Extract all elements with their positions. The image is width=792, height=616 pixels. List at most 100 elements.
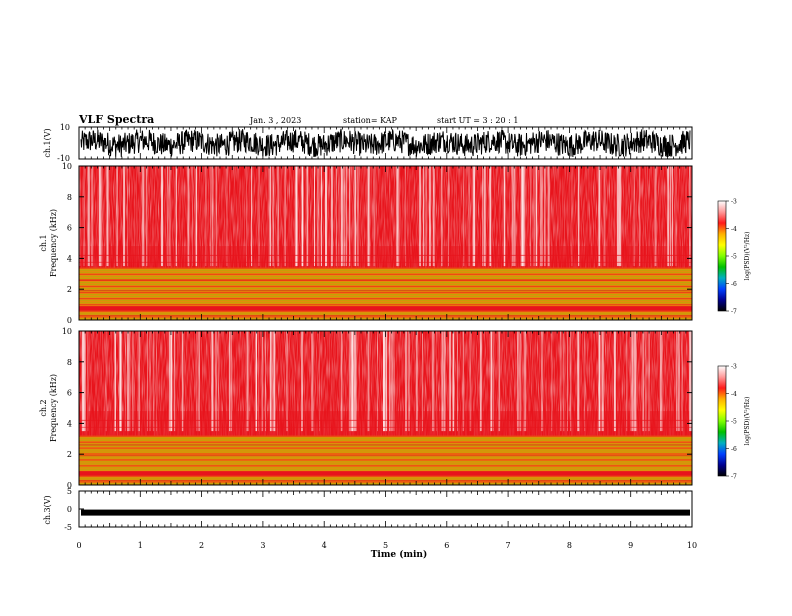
spectrogram-streak bbox=[116, 166, 118, 267]
spectrogram-streak bbox=[620, 166, 622, 267]
ytick-label: 6 bbox=[67, 224, 72, 233]
spectrogram-streak bbox=[143, 166, 145, 267]
spectrogram-streak bbox=[520, 166, 523, 267]
spectrogram-streak bbox=[383, 331, 385, 432]
spectrogram-streak bbox=[513, 166, 515, 267]
colorbar-tick-label: -7 bbox=[731, 309, 737, 316]
spectrogram-streak bbox=[523, 166, 526, 267]
ch1-colorbar-label: log(PSD)(V²/Hz) bbox=[744, 232, 751, 281]
xtick-label: 0 bbox=[76, 541, 81, 550]
spectrogram-streak bbox=[504, 166, 506, 267]
spectrogram-streak bbox=[571, 166, 573, 267]
spectrogram-strong-line bbox=[79, 273, 692, 275]
spectrogram-strong-line bbox=[79, 304, 692, 306]
spectrogram-streak bbox=[391, 331, 393, 432]
spectrogram-streak bbox=[618, 166, 620, 267]
ch1-ytick-top: 10 bbox=[60, 123, 70, 132]
colorbar-tick-label: -4 bbox=[731, 391, 737, 398]
spectrogram-streak bbox=[349, 166, 351, 267]
xtick-label: 7 bbox=[506, 541, 511, 550]
spectrogram-streak bbox=[147, 331, 148, 432]
spectrogram-streak bbox=[392, 331, 394, 432]
ytick-label: 2 bbox=[67, 285, 72, 294]
spectrogram-streak bbox=[598, 331, 600, 432]
spectrogram-streak bbox=[170, 331, 173, 432]
spectrogram-streak bbox=[301, 166, 304, 267]
spectrogram-streak bbox=[630, 331, 631, 432]
spectrogram-streak bbox=[415, 331, 418, 432]
spectrogram-streak bbox=[639, 166, 641, 267]
spectrogram-streak bbox=[161, 166, 163, 267]
spectrogram-streak bbox=[634, 331, 637, 432]
spectrogram-strong-line bbox=[79, 445, 692, 447]
spectrogram-streak bbox=[198, 331, 200, 432]
spectrogram-strong-line bbox=[79, 451, 692, 453]
spectrogram-streak bbox=[551, 331, 553, 432]
spectrogram-strong-line bbox=[79, 279, 692, 282]
spectrogram-streak bbox=[642, 331, 645, 432]
spectrogram-strong-line bbox=[79, 475, 692, 477]
ch2-spectrogram-ylabel-freq: Frequency (kHz) bbox=[49, 374, 58, 442]
spectrogram-streak bbox=[563, 331, 565, 432]
spectrogram-streak bbox=[83, 331, 86, 432]
spectrogram-streak bbox=[215, 331, 217, 432]
spectrogram-strong-line bbox=[79, 463, 692, 465]
spectrogram-streak bbox=[367, 166, 369, 267]
colorbar-tick-label: -6 bbox=[731, 446, 737, 453]
xtick-label: 5 bbox=[383, 541, 388, 550]
spectrogram-streak bbox=[570, 331, 572, 432]
spectrogram-streak bbox=[503, 166, 505, 267]
spectrogram-streak bbox=[301, 166, 304, 267]
spectrogram-streak bbox=[659, 331, 662, 432]
colorbar-tick-label: -5 bbox=[731, 419, 737, 426]
spectrogram-streak bbox=[600, 331, 602, 432]
ch1-colorbar-ticks: -3 -4 -5 -6 -7 bbox=[726, 199, 737, 316]
spectrogram-streak bbox=[261, 331, 264, 432]
spectrogram-streak bbox=[211, 331, 214, 432]
spectrogram-strong-line bbox=[79, 302, 692, 304]
spectrogram-streak bbox=[452, 331, 455, 432]
spectrogram-streak bbox=[667, 166, 670, 267]
time-axis: 0 1 2 3 4 5 6 7 8 9 10 bbox=[76, 127, 697, 550]
spectrogram-streak bbox=[522, 166, 524, 267]
spectrogram-streak bbox=[311, 331, 314, 432]
ch3-ytick-label: 0 bbox=[67, 505, 72, 514]
spectrogram-strong-line bbox=[79, 439, 692, 441]
spectrogram-streak bbox=[341, 166, 343, 267]
spectrogram-streak bbox=[479, 331, 482, 432]
spectrogram-streak bbox=[368, 166, 371, 267]
xtick-label: 10 bbox=[687, 541, 697, 550]
ytick-label: 2 bbox=[67, 450, 72, 459]
spectrogram-streak bbox=[355, 331, 357, 432]
spectrogram-streak bbox=[271, 331, 273, 432]
spectrogram-streak bbox=[584, 331, 586, 432]
spectrogram-streak bbox=[462, 331, 464, 432]
spectrogram-strong-line bbox=[79, 296, 692, 298]
spectrogram-streak bbox=[137, 331, 140, 432]
spectrogram-strong-line bbox=[79, 281, 692, 284]
xtick-label: 1 bbox=[138, 541, 143, 550]
spectrogram-streak bbox=[648, 331, 650, 432]
spectrogram-streak bbox=[513, 166, 515, 267]
spectrogram-streak bbox=[348, 331, 351, 432]
spectrogram-streak bbox=[174, 331, 176, 432]
spectrogram-strong-line bbox=[79, 459, 692, 461]
spectrogram-streak bbox=[330, 166, 333, 267]
ch2-colorbar: -3 -4 -5 -6 -7 log(PSD)(V²/Hz) bbox=[717, 364, 751, 481]
spectrogram-streak bbox=[448, 166, 449, 267]
spectrogram-streak bbox=[226, 166, 228, 267]
spectrogram-streak bbox=[269, 331, 272, 432]
spectrogram-streak bbox=[533, 166, 535, 267]
spectrogram-streak bbox=[677, 331, 680, 432]
spectrogram-medium-band bbox=[79, 411, 692, 436]
spectrogram-streak bbox=[277, 166, 279, 267]
spectrogram-streak bbox=[195, 166, 197, 267]
spectrogram-streak bbox=[601, 331, 604, 432]
spectrogram-streak bbox=[141, 166, 144, 267]
ch2-spectrogram-axis: 10 8 6 4 2 0 bbox=[62, 327, 692, 490]
spectrogram-streak bbox=[425, 166, 427, 267]
spectrogram-streak bbox=[105, 331, 107, 432]
spectrogram-streak bbox=[660, 331, 663, 432]
spectrogram-streak bbox=[168, 331, 171, 432]
spectrogram-streak bbox=[123, 166, 125, 267]
